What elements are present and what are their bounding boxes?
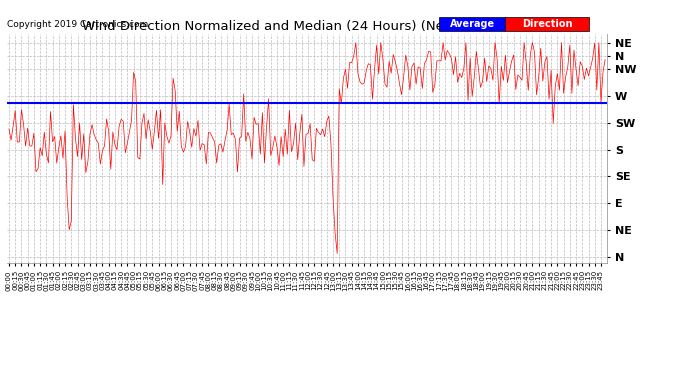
Title: Wind Direction Normalized and Median (24 Hours) (New) 20191121: Wind Direction Normalized and Median (24… xyxy=(82,20,532,33)
Text: Average: Average xyxy=(450,19,495,29)
FancyBboxPatch shape xyxy=(439,16,505,32)
FancyBboxPatch shape xyxy=(505,16,589,32)
Text: Direction: Direction xyxy=(522,19,573,29)
Text: Copyright 2019 Cartronics.com: Copyright 2019 Cartronics.com xyxy=(7,20,148,29)
